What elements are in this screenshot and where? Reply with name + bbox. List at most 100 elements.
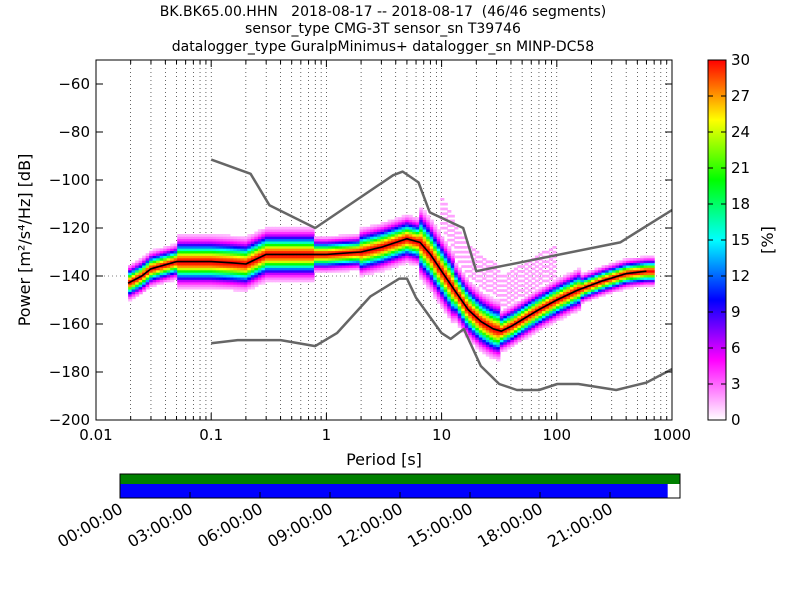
psd-cell	[552, 255, 557, 259]
psd-cell	[527, 301, 533, 304]
psd-cell	[457, 325, 462, 328]
psd-cell	[457, 279, 462, 283]
psd-cell	[349, 238, 354, 242]
psd-cell	[412, 226, 417, 230]
psd-cell	[454, 313, 459, 316]
psd-cell	[629, 277, 634, 280]
psd-cell	[306, 238, 312, 242]
psd-cell	[187, 265, 192, 268]
psd-cell	[303, 279, 308, 283]
psd-cell	[426, 262, 431, 266]
psd-cell	[433, 272, 438, 276]
psd-cell	[317, 243, 322, 247]
psd-cell	[215, 282, 220, 285]
psd-cell	[517, 313, 522, 316]
psd-cell	[429, 238, 434, 242]
psd-cell	[180, 241, 185, 244]
psd-cell	[233, 238, 238, 242]
psd-cell	[510, 322, 515, 326]
psd-cell	[485, 308, 490, 312]
psd-cell	[419, 217, 424, 220]
psd-cell	[250, 253, 255, 256]
psd-cell	[152, 260, 157, 264]
psd-cell	[163, 265, 168, 268]
psd-cell	[626, 258, 631, 261]
psd-cell	[250, 274, 255, 278]
psd-cell	[222, 253, 227, 256]
psd-cell	[485, 260, 490, 264]
psd-cell	[240, 250, 245, 254]
psd-cell	[629, 279, 634, 283]
psd-cell	[212, 279, 217, 283]
psd-cell	[261, 229, 266, 232]
psd-cell	[454, 231, 459, 235]
psd-cell	[601, 286, 606, 290]
psd-cell	[163, 255, 168, 259]
psd-cell	[233, 260, 238, 264]
psd-cell	[363, 255, 368, 259]
psd-cell	[201, 279, 206, 283]
psd-cell	[503, 337, 508, 340]
psd-cell	[412, 246, 417, 249]
psd-cell	[331, 238, 336, 242]
psd-cell	[219, 284, 224, 288]
psd-cell	[559, 279, 564, 283]
psd-cell	[517, 322, 522, 326]
psd-cell	[328, 248, 333, 252]
psd-cell	[342, 238, 347, 242]
psd-cell	[527, 334, 533, 338]
psd-cell	[489, 296, 494, 300]
psd-cell	[205, 265, 210, 268]
psd-cell	[440, 238, 445, 242]
psd-cell	[306, 258, 312, 261]
psd-cell	[342, 265, 347, 268]
psd-cell	[422, 219, 427, 223]
psd-cell	[545, 298, 550, 302]
psd-cell	[527, 260, 533, 264]
psd-cell	[510, 270, 515, 273]
psd-cell	[426, 260, 431, 264]
psd-cell	[331, 258, 336, 261]
psd-cell	[643, 265, 648, 268]
psd-cell	[555, 282, 561, 285]
psd-cell	[268, 250, 273, 254]
psd-cell	[254, 238, 259, 242]
psd-cell	[275, 267, 280, 271]
psd-cell	[356, 267, 361, 271]
psd-cell	[475, 313, 480, 316]
psd-cell	[306, 260, 312, 264]
psd-cell	[545, 270, 550, 273]
psd-cell	[233, 250, 238, 254]
psd-cell	[531, 327, 536, 331]
psd-cell	[170, 246, 175, 249]
availability-row-2	[120, 484, 668, 498]
psd-cell	[478, 301, 483, 304]
psd-cell	[461, 298, 466, 302]
psd-cell	[226, 248, 231, 252]
psd-cell	[226, 267, 231, 271]
psd-cell	[257, 236, 262, 240]
colorbar-tick-label: 9	[731, 303, 741, 321]
psd-cell	[187, 243, 192, 247]
psd-cell	[363, 229, 368, 232]
psd-cell	[345, 265, 350, 268]
psd-cell	[640, 258, 645, 261]
psd-cell	[426, 238, 431, 242]
psd-cell	[278, 274, 284, 278]
psd-cell	[436, 243, 441, 247]
psd-cell	[584, 291, 589, 295]
psd-cell	[485, 334, 490, 338]
psd-cell	[545, 284, 550, 288]
psd-cell	[615, 282, 620, 285]
psd-cell	[243, 253, 248, 256]
psd-cell	[436, 267, 441, 271]
psd-cell	[373, 234, 378, 237]
psd-cell	[254, 274, 259, 278]
psd-cell	[461, 241, 466, 244]
psd-cell	[356, 246, 361, 249]
psd-cell	[212, 270, 217, 273]
psd-cell	[650, 270, 655, 273]
psd-cell	[359, 248, 364, 252]
psd-cell	[257, 274, 262, 278]
psd-cell	[384, 255, 389, 259]
